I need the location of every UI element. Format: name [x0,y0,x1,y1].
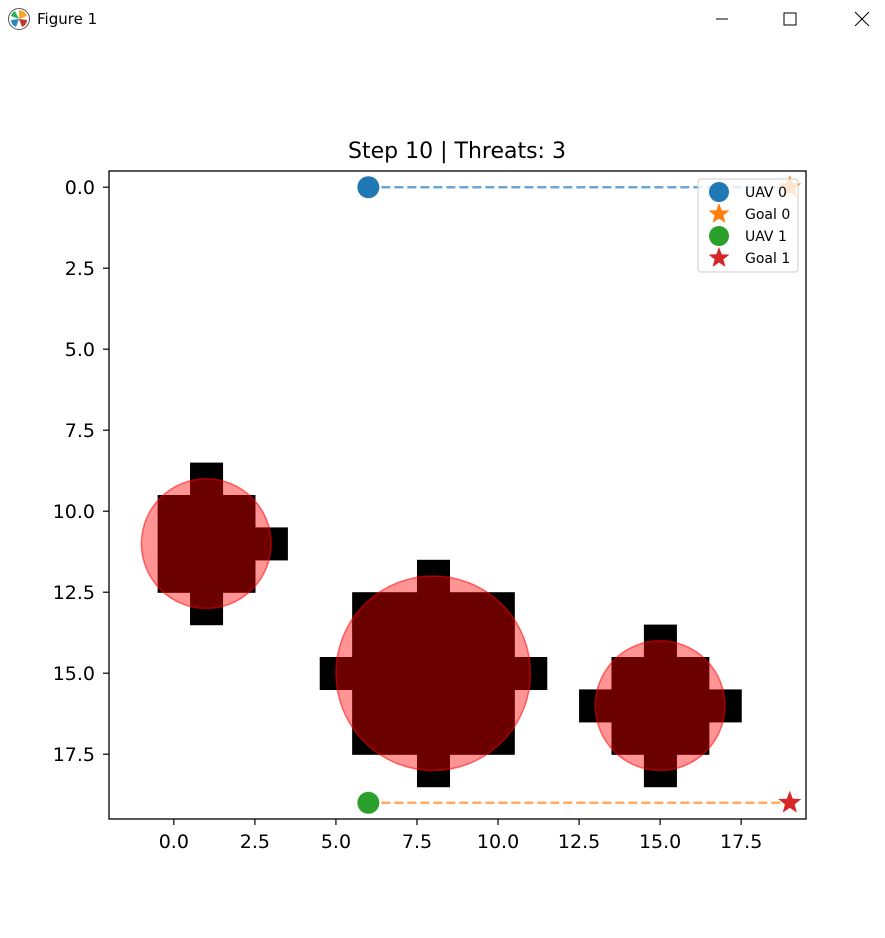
obstacle-cell [352,721,386,755]
obstacle-cell [481,721,515,755]
legend-box [697,178,799,273]
uav-0-marker [357,176,380,199]
close-button[interactable] [830,0,885,38]
close-icon [854,11,870,27]
obstacle-cell [384,592,418,626]
obstacle-cell [352,592,386,626]
obstacle-cell [416,592,450,626]
obstacle-cell [643,721,677,755]
legend: UAV 0 Goal 0 UAV 1 Goal 1 [697,178,799,273]
figure-canvas: Step 10 | Threats: 3 0.0 2.5 5.0 7.5 10.0 12.… [53,139,807,853]
obstacle-cell [222,527,256,561]
x-axis: 0.0 2.5 5.0 7.5 10.0 12.5 15.0 17.5 [159,819,762,853]
x-tick-label: 2.5 [240,831,270,853]
legend-label: Goal 1 [745,251,790,267]
obstacle-cell [449,624,483,658]
obstacle-cell [352,624,386,658]
minimize-icon [716,18,728,20]
goal-1-marker [708,247,730,267]
y-tick-label: 2.5 [65,258,95,280]
obstacle-cell [352,689,386,723]
x-tick-label: 7.5 [402,831,432,853]
obstacle-cell [449,721,483,755]
obstacle-cell [157,559,191,593]
maximize-icon [783,12,797,26]
goal-0-marker [708,203,730,223]
obstacle-cell [384,657,418,691]
obstacle-cell [676,657,710,691]
obstacle-cell [449,689,483,723]
obstacle-cell [157,527,191,561]
obstacle-cell [190,527,224,561]
threat-zone [594,640,726,772]
obstacle-cell [449,592,483,626]
obstacle-cell [481,689,515,723]
obstacle-cell [352,657,386,691]
x-tick-label: 5.0 [321,831,351,853]
plot-area [108,170,807,820]
obstacle-cell [416,657,450,691]
obstacle-cell [449,657,483,691]
minimize-button[interactable] [690,0,754,38]
obstacle-cell [416,624,450,658]
obstacle-cell [611,657,645,691]
obstacle-cell [676,689,710,723]
y-tick-label: 15.0 [53,663,95,685]
obstacle-cell [481,592,515,626]
x-tick-label: 15.0 [639,831,681,853]
obstacle-cell [222,495,256,529]
obstacle-cell [157,495,191,529]
chart-title: Step 10 | Threats: 3 [348,139,566,164]
obstacle-cell [416,689,450,723]
obstacle-cell [643,657,677,691]
obstacle-cell [384,624,418,658]
x-tick-label: 0.0 [159,831,189,853]
obstacle-cell [222,559,256,593]
uav-0-marker [709,182,729,202]
obstacle-cell [190,495,224,529]
legend-label: UAV 1 [745,229,787,245]
window-title: Figure 1 [37,10,98,28]
legend-label: UAV 0 [745,185,787,201]
x-tick-label: 10.0 [477,831,519,853]
threat-zone [140,478,272,610]
obstacle-cell [384,689,418,723]
y-tick-label: 7.5 [65,420,95,442]
x-tick-label: 12.5 [558,831,600,853]
obstacle-cell [384,721,418,755]
y-tick-label: 5.0 [65,339,95,361]
obstacle-cell [643,689,677,723]
threat-zone [335,575,532,772]
obstacle-cell [676,721,710,755]
x-tick-label: 17.5 [720,831,762,853]
legend-label: Goal 0 [745,207,790,223]
axes-frame [108,170,807,820]
y-tick-label: 0.0 [65,177,95,199]
maximize-button[interactable] [758,0,822,38]
y-tick-label: 10.0 [53,501,95,523]
uav-1-marker [709,226,729,246]
obstacle-cell [416,721,450,755]
plot-inner [109,171,806,819]
goal-1-marker [778,790,802,813]
obstacle-cell [481,657,515,691]
obstacle-cell [611,721,645,755]
y-axis: 0.0 2.5 5.0 7.5 10.0 12.5 15.0 17.5 [53,177,109,766]
obstacle-cell [481,624,515,658]
y-tick-label: 17.5 [53,744,95,766]
uav-1-marker [357,791,380,814]
matplotlib-icon [8,8,30,30]
obstacle-cell [611,689,645,723]
window-titlebar: Figure 1 [0,0,885,38]
y-tick-label: 12.5 [53,582,95,604]
obstacle-cell [190,559,224,593]
